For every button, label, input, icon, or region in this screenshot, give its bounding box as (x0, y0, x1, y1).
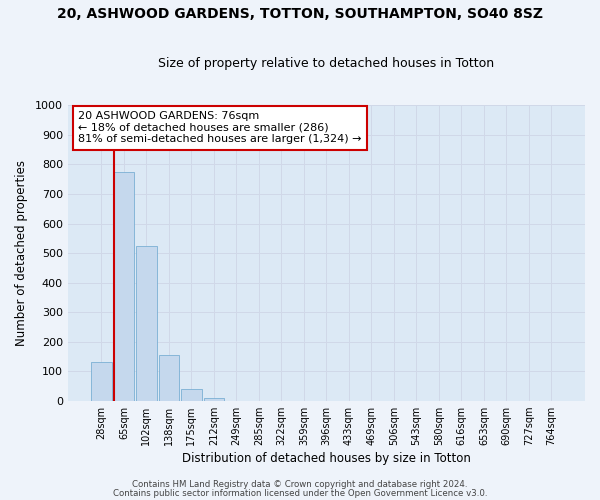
Text: Contains HM Land Registry data © Crown copyright and database right 2024.: Contains HM Land Registry data © Crown c… (132, 480, 468, 489)
X-axis label: Distribution of detached houses by size in Totton: Distribution of detached houses by size … (182, 452, 471, 465)
Text: 20, ASHWOOD GARDENS, TOTTON, SOUTHAMPTON, SO40 8SZ: 20, ASHWOOD GARDENS, TOTTON, SOUTHAMPTON… (57, 8, 543, 22)
Bar (91, 362, 112, 401)
Title: Size of property relative to detached houses in Totton: Size of property relative to detached ho… (158, 56, 494, 70)
Text: 20 ASHWOOD GARDENS: 76sqm
← 18% of detached houses are smaller (286)
81% of semi: 20 ASHWOOD GARDENS: 76sqm ← 18% of detac… (78, 112, 362, 144)
Y-axis label: Number of detached properties: Number of detached properties (15, 160, 28, 346)
Bar (136, 246, 157, 400)
Bar (204, 398, 224, 400)
Text: Contains public sector information licensed under the Open Government Licence v3: Contains public sector information licen… (113, 488, 487, 498)
Bar (159, 355, 179, 401)
Bar (114, 172, 134, 400)
Bar (181, 389, 202, 400)
